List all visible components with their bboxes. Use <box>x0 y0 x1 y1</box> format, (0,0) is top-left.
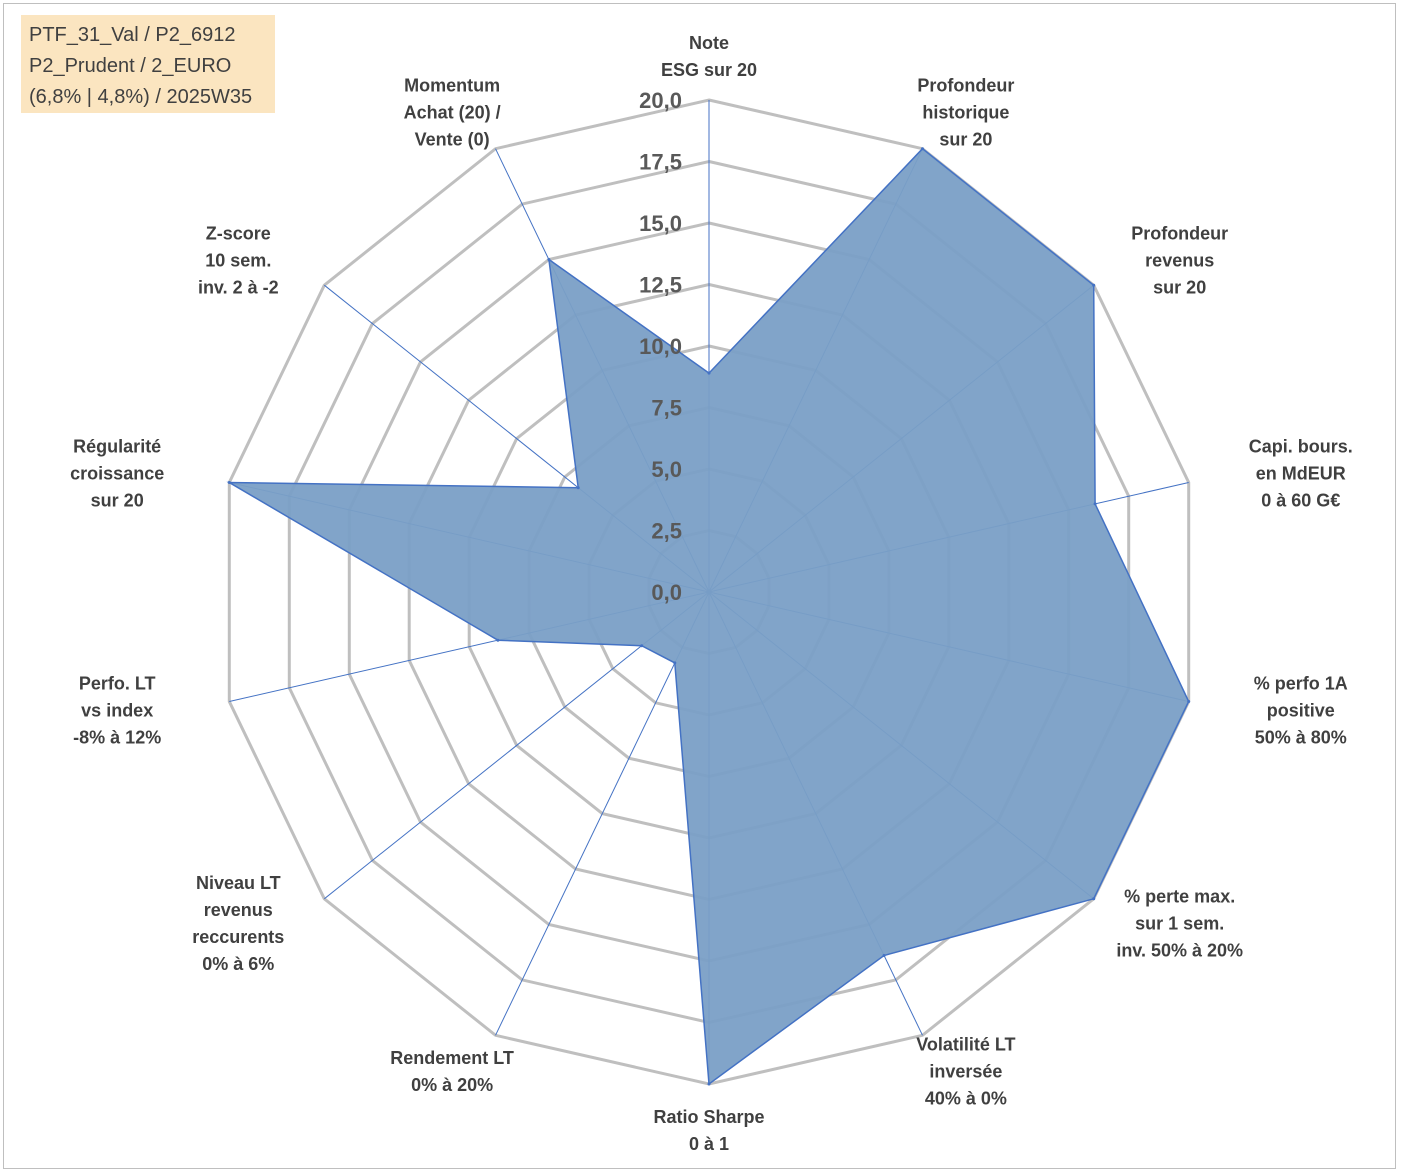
axis-label-4-line-2: en MdEUR <box>1256 464 1346 484</box>
axis-label-13-line-3: inv. 2 à -2 <box>198 277 279 297</box>
info-line-3: (6,8% | 4,8%) / 2025W35 <box>29 86 253 108</box>
axis-label-13-line-2: 10 sem. <box>205 250 271 270</box>
axis-label-11-line-3: -8% à 12% <box>73 727 161 747</box>
tick-label-4: 10,0 <box>639 334 682 359</box>
axis-label-4-line-1: Capi. bours. <box>1249 437 1353 457</box>
spoke-9 <box>495 591 710 1036</box>
axis-label-7: Volatilité LT inversée 40% à 0% <box>916 1034 1015 1108</box>
data-point-13 <box>576 486 580 490</box>
axis-label-6-line-2: sur 1 sem. <box>1135 914 1224 934</box>
info-box: PTF_31_Val / P2_6912 P2_Prudent / 2_EURO… <box>21 15 275 113</box>
axis-label-7-line-2: inversée <box>929 1061 1002 1081</box>
axis-label-5-line-2: positive <box>1267 700 1335 720</box>
tick-label-7: 17,5 <box>639 150 682 175</box>
axis-label-2-line-1: Profondeur <box>917 76 1014 96</box>
axis-label-1-line-1: Note <box>689 33 729 53</box>
info-line-1: PTF_31_Val / P2_6912 <box>29 24 236 46</box>
axis-label-4: Capi. bours. en MdEUR 0 à 60 G€ <box>1249 437 1353 511</box>
axis-label-14-line-3: Vente (0) <box>415 130 490 150</box>
axis-label-10-line-3: reccurents <box>192 927 284 947</box>
axis-label-5-line-1: % perfo 1A <box>1254 673 1348 693</box>
tick-label-0: 0,0 <box>651 580 682 605</box>
axis-label-14: Momentum Achat (20) / Vente (0) <box>404 76 501 150</box>
axis-label-8-line-2: 0 à 1 <box>689 1134 729 1154</box>
axis-label-6-line-3: inv. 50% à 20% <box>1116 941 1243 961</box>
info-line-2: P2_Prudent / 2_EURO <box>29 55 232 77</box>
axis-label-5-line-3: 50% à 80% <box>1255 727 1347 747</box>
axis-label-12-line-3: sur 20 <box>91 491 144 511</box>
tick-label-5: 12,5 <box>639 273 682 298</box>
data-point-6 <box>1092 897 1096 901</box>
axis-label-12: Régularité croissance sur 20 <box>70 437 164 511</box>
axis-label-9-line-1: Rendement LT <box>390 1048 514 1068</box>
axis-label-9-line-2: 0% à 20% <box>411 1075 493 1095</box>
axis-label-12-line-1: Régularité <box>73 437 161 457</box>
tick-label-8: 20,0 <box>639 88 682 113</box>
axis-label-6-line-1: % perte max. <box>1124 887 1235 907</box>
axis-label-8-line-1: Ratio Sharpe <box>653 1107 764 1127</box>
axis-label-14-line-2: Achat (20) / <box>404 103 501 123</box>
axis-label-1-line-2: ESG sur 20 <box>661 60 757 80</box>
axis-label-2: Profondeur historique sur 20 <box>917 76 1014 150</box>
axis-label-1: Note ESG sur 20 <box>661 33 757 80</box>
axis-label-7-line-3: 40% à 0% <box>925 1088 1007 1108</box>
axis-label-5: % perfo 1A positive 50% à 80% <box>1254 673 1348 747</box>
data-point-2 <box>921 147 924 151</box>
tick-layer: 0,0 2,5 5,0 7,5 10,0 12,5 15,0 17,5 20,0 <box>639 88 682 605</box>
axis-label-13: Z-score 10 sem. inv. 2 à -2 <box>198 223 279 297</box>
axis-label-10-line-4: 0% à 6% <box>202 954 274 974</box>
axis-label-3-line-1: Profondeur <box>1131 223 1228 243</box>
tick-label-2: 5,0 <box>651 457 682 482</box>
data-point-8 <box>707 1082 711 1086</box>
axis-label-10-line-2: revenus <box>204 900 273 920</box>
axis-label-11-line-2: vs index <box>81 700 153 720</box>
axis-label-2-line-2: historique <box>922 103 1009 123</box>
axis-label-4-line-3: 0 à 60 G€ <box>1261 491 1340 511</box>
data-point-9 <box>673 661 677 665</box>
axis-label-11-line-1: Perfo. LT <box>79 673 156 693</box>
axis-label-3-line-2: revenus <box>1145 250 1214 270</box>
axis-label-14-line-1: Momentum <box>404 76 500 96</box>
tick-label-1: 2,5 <box>651 519 682 544</box>
data-point-11 <box>496 638 500 642</box>
axis-label-12-line-2: croissance <box>70 464 164 484</box>
data-point-4 <box>1093 502 1097 506</box>
data-point-10 <box>640 644 644 648</box>
axis-label-11: Perfo. LT vs index -8% à 12% <box>73 673 161 747</box>
axis-label-7-line-1: Volatilité LT <box>916 1034 1015 1054</box>
tick-label-6: 15,0 <box>639 211 682 236</box>
tick-label-3: 7,5 <box>651 396 682 421</box>
axis-label-6: % perte max. sur 1 sem. inv. 50% à 20% <box>1116 887 1243 961</box>
data-point-3 <box>1092 283 1096 287</box>
series-layer <box>226 147 1191 1086</box>
axis-label-3-line-3: sur 20 <box>1153 277 1206 297</box>
axis-label-3: Profondeur revenus sur 20 <box>1131 223 1228 297</box>
axis-label-2-line-3: sur 20 <box>939 130 992 150</box>
axis-label-9: Rendement LT 0% à 20% <box>390 1048 514 1095</box>
data-point-1 <box>707 371 711 375</box>
axis-label-10: Niveau LT revenus reccurents 0% à 6% <box>192 873 284 974</box>
data-point-5 <box>1187 700 1191 703</box>
data-point-12 <box>227 481 231 484</box>
axis-label-8: Ratio Sharpe 0 à 1 <box>653 1107 764 1154</box>
label-layer: Note ESG sur 20 Profondeur historique sur 20… <box>70 33 1353 1154</box>
axis-label-13-line-1: Z-score <box>206 223 271 243</box>
data-point-7 <box>882 954 886 957</box>
data-point-14 <box>547 258 551 261</box>
axis-label-10-line-1: Niveau LT <box>196 873 281 893</box>
